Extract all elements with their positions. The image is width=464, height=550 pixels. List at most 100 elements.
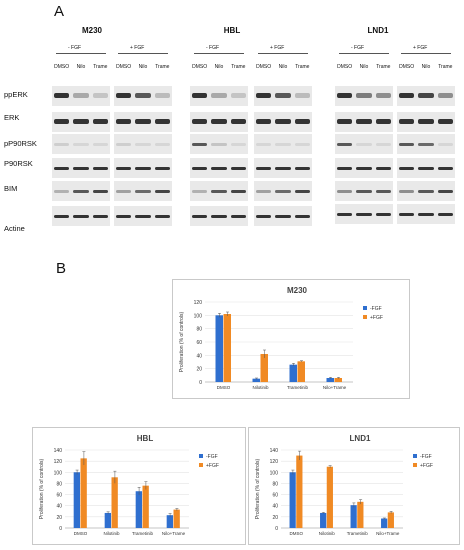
blot-band (375, 143, 391, 146)
x-tick-label: Nilo+Trame (162, 531, 186, 536)
blot-band (275, 215, 291, 218)
blot-band (92, 190, 108, 193)
blot-band (437, 93, 453, 98)
lane-label: Nilo (76, 64, 86, 70)
bar (80, 458, 87, 528)
blot-band (418, 143, 434, 146)
blot-band (294, 119, 310, 124)
blot-band (211, 119, 227, 124)
blot-band (418, 190, 434, 193)
y-tick-label: 80 (196, 327, 202, 333)
blot-band (399, 143, 415, 146)
bar (142, 485, 149, 528)
y-tick-label: 120 (54, 459, 63, 465)
chart-title: LND1 (350, 434, 371, 443)
blot-band (192, 143, 208, 146)
blot-band (418, 167, 434, 170)
blot-band (73, 190, 89, 193)
condition-bracket (194, 53, 244, 54)
chart-title: M230 (287, 286, 308, 295)
chart-title: HBL (137, 434, 154, 443)
blot-band (54, 215, 70, 218)
blot-band (294, 93, 310, 98)
row-label-p90rsk: P90RSK (4, 159, 33, 168)
row-label-pp90rsk: pP90RSK (4, 139, 37, 148)
blot-band (135, 93, 151, 98)
blot-strip (190, 206, 248, 226)
blot-band (135, 190, 151, 193)
blot-band (135, 215, 151, 218)
lane-label: Trame (376, 64, 391, 70)
y-tick-label: 20 (272, 515, 278, 521)
lane-label: Trame (155, 64, 170, 70)
blot-strip (190, 134, 248, 154)
y-tick-label: 140 (54, 448, 63, 454)
blot-band (92, 119, 108, 124)
blot-band (54, 93, 70, 98)
blot-band (211, 190, 227, 193)
blot-band (116, 143, 132, 146)
blot-band (437, 213, 453, 216)
legend-swatch (413, 463, 417, 467)
blot-strip (114, 86, 172, 106)
lane-label: DMSO (256, 64, 272, 70)
lane-label: Trame (231, 64, 246, 70)
blot-band (92, 215, 108, 218)
y-tick-label: 0 (59, 526, 62, 532)
legend-swatch (363, 315, 367, 319)
blot-band (294, 215, 310, 218)
lane-label: DMSO (337, 64, 353, 70)
condition-label-minus-fgf: - FGF (206, 45, 220, 51)
legend-label: -FGF (370, 306, 382, 312)
condition-bracket (401, 53, 451, 54)
blot-band (356, 93, 372, 98)
blot-band (256, 215, 272, 218)
blot-strip (397, 86, 455, 106)
blot-strip (335, 112, 393, 132)
blot-band (230, 167, 246, 170)
blot-band (73, 93, 89, 98)
blot-strip (335, 181, 393, 201)
blot-band (294, 167, 310, 170)
blot-band (192, 167, 208, 170)
blot-band (73, 119, 89, 124)
blot-band (337, 93, 353, 98)
blot-band (230, 190, 246, 193)
bar (215, 315, 223, 382)
blot-strip (190, 158, 248, 178)
lane-label: Trame (93, 64, 108, 70)
blot-strip (114, 134, 172, 154)
lane-label: Trame (295, 64, 310, 70)
legend-swatch (363, 306, 367, 310)
condition-bracket (258, 53, 308, 54)
blot-band (192, 119, 208, 124)
blot-band (116, 167, 132, 170)
blot-band (154, 167, 170, 170)
legend-label: -FGF (206, 454, 218, 460)
blot-band (375, 167, 391, 170)
blot-band (230, 215, 246, 218)
blot-band (116, 215, 132, 218)
blot-band (337, 143, 353, 146)
blot-band (211, 93, 227, 98)
y-tick-label: 80 (272, 481, 278, 487)
y-tick-label: 40 (272, 504, 278, 510)
chart-lnd1-svg: LND1 Proliferation (% of controls) 0 20 40 60… (255, 434, 433, 536)
bar (173, 509, 180, 528)
blot-strip (52, 181, 110, 201)
blot-strip (397, 112, 455, 132)
x-tick-label: Trametinib (347, 531, 369, 536)
cell-line-title: HBL (223, 26, 241, 35)
x-tick-label: Nilo+Trame (376, 531, 400, 536)
y-tick-label: 60 (272, 493, 278, 499)
blot-band (116, 190, 132, 193)
blot-band (437, 167, 453, 170)
blot-strip (335, 86, 393, 106)
blot-band (230, 143, 246, 146)
blot-strip (397, 181, 455, 201)
bar (260, 354, 268, 382)
blot-strip (254, 158, 312, 178)
lane-label: DMSO (54, 64, 70, 70)
condition-label-minus-fgf: - FGF (351, 45, 365, 51)
blot-strip (254, 181, 312, 201)
